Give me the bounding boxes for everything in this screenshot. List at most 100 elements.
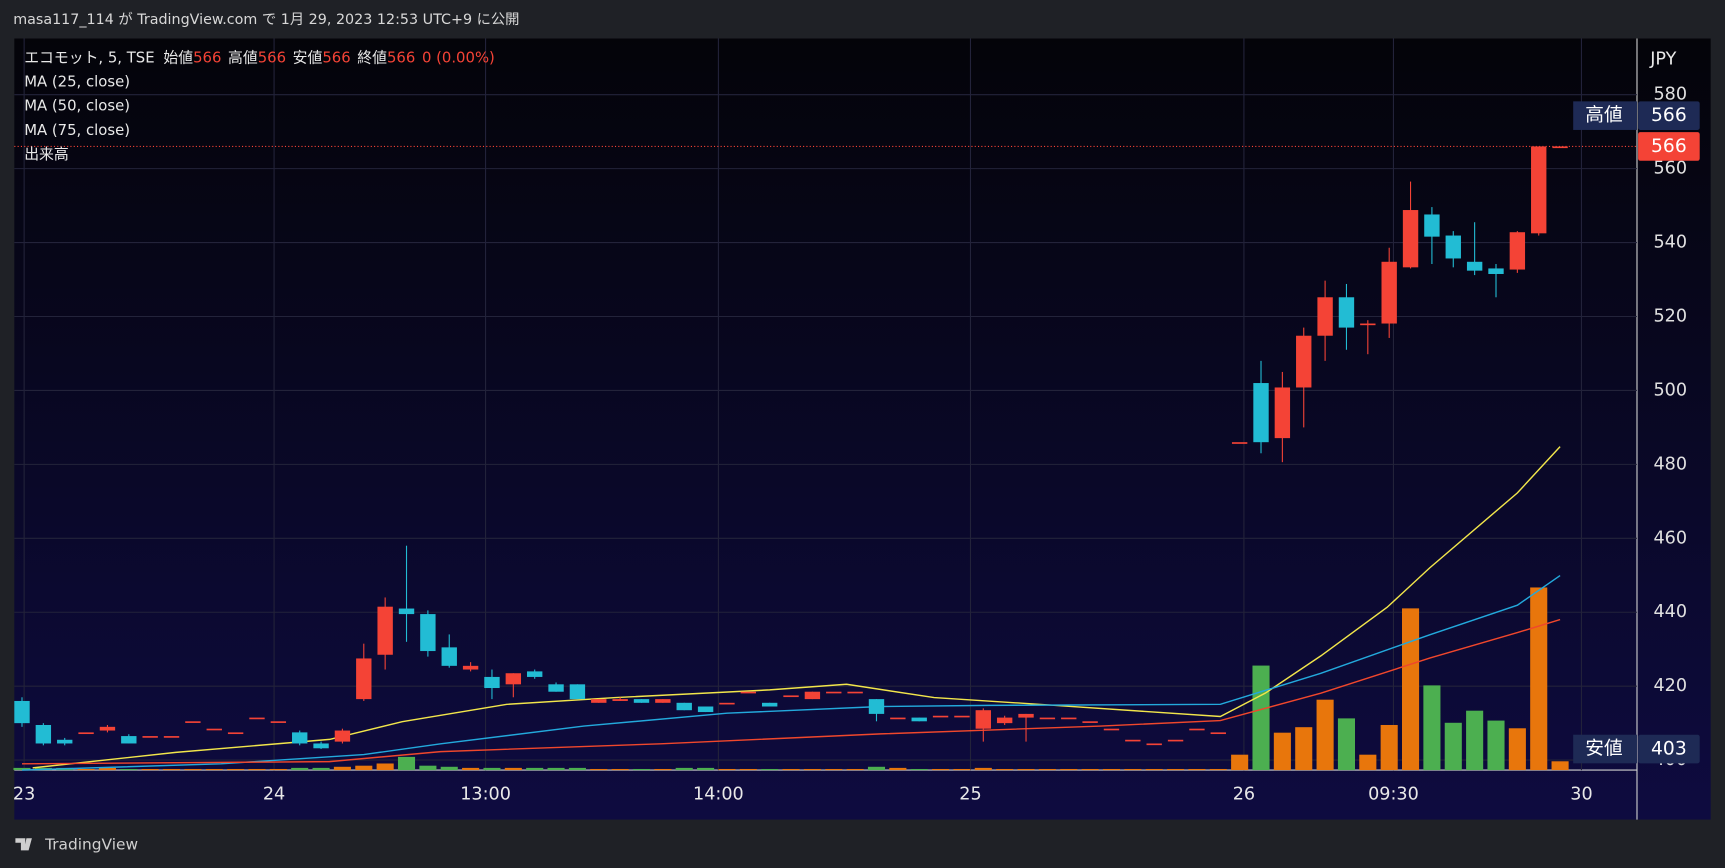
candle-body [1531, 146, 1547, 234]
volume-bar [227, 768, 245, 771]
volume-bar [1444, 722, 1462, 771]
y-tick-label: 440 [1653, 602, 1687, 622]
x-tick-label: 13:00 [460, 784, 511, 804]
candle-body [1466, 261, 1483, 271]
price-label-box [1638, 734, 1700, 764]
price-label-box [1638, 132, 1700, 161]
volume-bar [141, 768, 159, 771]
candle-body [14, 700, 30, 724]
candle-body [356, 658, 372, 700]
candle-body [1360, 323, 1376, 326]
candle-body [719, 702, 735, 705]
candle-body [1552, 146, 1568, 149]
volume-bar [1038, 768, 1056, 771]
candle-body [1445, 235, 1461, 259]
candle-body [975, 710, 991, 729]
volume-bar [1530, 587, 1548, 771]
volume-bar [1380, 724, 1398, 771]
volume-bar [440, 766, 458, 771]
legend-change: 0 (0.00%) [422, 48, 495, 66]
candle-body [78, 732, 94, 735]
candle-body [911, 717, 927, 722]
candle-body [1381, 261, 1397, 324]
volume-bar [1337, 718, 1356, 771]
candle-body [1488, 268, 1504, 274]
candle-body [996, 717, 1013, 724]
candle-body [1061, 717, 1077, 720]
volume-bar [953, 768, 971, 771]
volume-bar [248, 768, 266, 771]
legend-label: 安値 [293, 48, 323, 66]
volume-bar [98, 767, 116, 771]
volume-bar [1508, 728, 1526, 771]
volume-bar [1060, 768, 1078, 771]
candle-body [420, 614, 436, 652]
volume-bar [1188, 768, 1206, 771]
logo [15, 838, 32, 851]
volume-bar [1252, 665, 1270, 771]
volume-bar [1167, 768, 1185, 771]
candle-body [761, 702, 778, 707]
candle-body [1317, 297, 1333, 336]
volume-bar [910, 768, 928, 771]
y-tick-label: 460 [1653, 528, 1687, 548]
candle-body [569, 684, 586, 700]
volume-bar [1487, 720, 1505, 771]
volume-bar [761, 768, 779, 771]
volume-bar [889, 767, 907, 771]
candle-body [1039, 717, 1056, 720]
volume-bar [1295, 727, 1313, 771]
candle-body [313, 743, 329, 749]
price-label-value: 403 [1651, 739, 1687, 760]
price-label-box [1638, 101, 1700, 130]
y-tick-label: 420 [1653, 676, 1687, 696]
volume-bar [312, 767, 330, 771]
x-tick-label: 25 [959, 784, 981, 804]
volume-bar [867, 766, 886, 771]
volume-bar [803, 768, 821, 771]
candle-body [954, 715, 970, 718]
legend-value: 566 [387, 48, 415, 66]
candle-body [676, 702, 692, 711]
legend-label: 高値 [228, 48, 258, 66]
y-tick-label: 520 [1653, 306, 1687, 326]
candle-body [121, 736, 137, 744]
candle-body [1253, 383, 1269, 443]
candle-body [697, 706, 714, 713]
volume-bar [1359, 754, 1377, 771]
candle-body [185, 721, 201, 723]
candle-body [99, 726, 116, 731]
volume-bar [1017, 768, 1035, 771]
ma-line [21, 618, 1561, 765]
candle-body [462, 665, 479, 670]
candle-body [868, 699, 885, 714]
volume-bar [739, 768, 757, 771]
volume-bar [1124, 768, 1142, 771]
candle-body [270, 721, 287, 723]
candle-body [206, 728, 222, 731]
volume-bar [291, 767, 309, 771]
candle-body [1338, 297, 1355, 328]
ma-line [32, 446, 1561, 769]
candle-body [1082, 721, 1098, 723]
candle-body [1189, 728, 1205, 731]
candle-body [1274, 387, 1291, 439]
candle-body [1146, 743, 1162, 746]
volume-bar [120, 768, 138, 771]
currency: JPY [1649, 49, 1676, 69]
price-label-value: 566 [1651, 136, 1687, 157]
volume-bar [483, 767, 501, 771]
volume-bar [13, 767, 31, 771]
volume-bar [1316, 699, 1334, 771]
x-tick-label: 26 [1233, 784, 1255, 804]
candle-body [249, 717, 265, 720]
volume-bar [568, 767, 586, 771]
candle-body [633, 699, 650, 703]
candle-body [142, 736, 158, 738]
volume-bar [632, 768, 651, 771]
volume-bar [611, 768, 629, 771]
volume-bar [504, 767, 522, 771]
price-label-name: 安値 [1585, 739, 1622, 760]
